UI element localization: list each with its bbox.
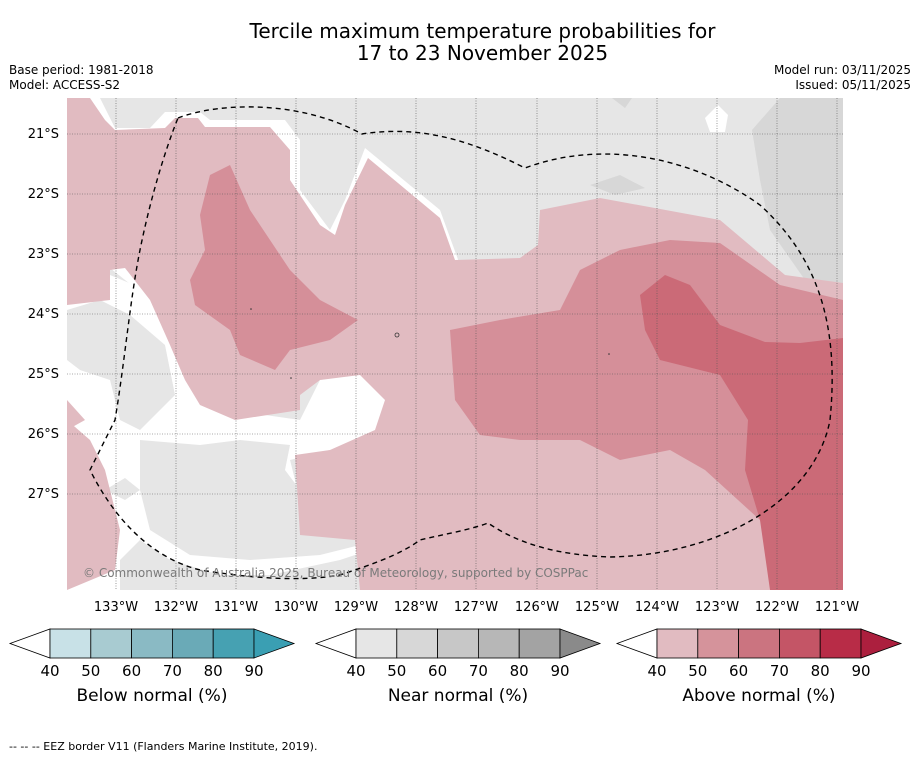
colorbar-extend-low: [615, 628, 658, 659]
map-layers: [67, 98, 843, 590]
near-normal-50-patch-mid: [590, 175, 645, 195]
probability-map: © Commonwealth of Australia 2025, Bureau…: [28, 98, 859, 615]
colorbar-segment: [437, 628, 479, 659]
colorbar-segment: [738, 628, 780, 659]
above-normal-60-region-east: [640, 275, 843, 590]
above-normal-40-region-sw: [67, 420, 120, 590]
lat-label: 23°S: [28, 247, 59, 262]
colorbar-title-below: Below normal (%): [76, 686, 228, 706]
colorbar-extend-low: [314, 628, 357, 659]
small-island-dot-1: [250, 308, 252, 310]
colorbar-segment: [656, 628, 699, 659]
colorbar-segment: [171, 628, 214, 659]
near-normal-islet-sw: [105, 478, 140, 500]
colorbar-title-near: Near normal (%): [387, 686, 529, 706]
lat-label: 27°S: [28, 487, 59, 502]
lon-label: 133°W: [94, 600, 138, 615]
colorbar-segment: [518, 628, 561, 659]
colorbar-tick: 90: [244, 662, 263, 680]
small-island-dot-2: [290, 377, 292, 379]
latitude-labels: 21°S 22°S 23°S 24°S 25°S 26°S 27°S: [28, 127, 59, 502]
base-period: Base period: 1981-2018: [9, 63, 154, 77]
model-run: Model run: 03/11/2025: [773, 63, 911, 77]
title-line-1: Tercile maximum temperature probabilitie…: [249, 19, 716, 43]
colorbar-tick: 50: [81, 662, 100, 680]
longitude-labels: 133°W 132°W 131°W 130°W 129°W 128°W 127°W 126°W…: [94, 600, 859, 615]
copyright-text: © Commonwealth of Australia 2025, Bureau…: [83, 566, 588, 580]
lon-label: 130°W: [274, 600, 318, 615]
colorbar-segment: [779, 628, 821, 659]
colorbar-segment: [819, 628, 862, 659]
above-normal-50-region-west: [190, 165, 358, 370]
lon-label: 124°W: [635, 600, 679, 615]
white-spot-northeast: [705, 105, 728, 132]
colorbar-tick: 70: [469, 662, 488, 680]
near-normal-island-west: [67, 300, 175, 430]
colorbar-tick: 70: [770, 662, 789, 680]
lat-label: 21°S: [28, 127, 59, 142]
lon-label: 126°W: [515, 600, 559, 615]
chart-title: Tercile maximum temperature probabilitie…: [0, 20, 919, 64]
colorbar-title-above: Above normal (%): [682, 686, 836, 706]
gridlines: [67, 98, 843, 590]
colorbar-tick: 40: [40, 662, 59, 680]
colorbar-tick: 80: [811, 662, 830, 680]
colorbar-segment: [212, 628, 255, 659]
colorbar-segment: [477, 628, 520, 659]
above-normal-50-region-east: [450, 240, 843, 590]
near-normal-50-patch-east: [752, 98, 843, 285]
colorbar-tick: 70: [163, 662, 182, 680]
colorbar-tick: 80: [510, 662, 529, 680]
lat-label: 26°S: [28, 427, 59, 442]
colorbar-tick: 60: [428, 662, 447, 680]
lon-label: 125°W: [575, 600, 619, 615]
lon-label: 132°W: [154, 600, 198, 615]
colorbar-tick: 90: [550, 662, 569, 680]
lat-label: 25°S: [28, 367, 59, 382]
lon-label: 127°W: [454, 600, 498, 615]
colorbar-segment: [396, 628, 438, 659]
colorbar-tick: 40: [346, 662, 365, 680]
colorbar-segment: [355, 628, 398, 659]
near-normal-50-patch-top: [612, 98, 632, 108]
lon-label: 121°W: [815, 600, 859, 615]
lon-label: 131°W: [214, 600, 258, 615]
lon-label: 123°W: [695, 600, 739, 615]
colorbar-tick: 60: [729, 662, 748, 680]
model-name: Model: ACCESS-S2: [9, 78, 121, 92]
colorbar-segment: [49, 628, 92, 659]
colorbar-tick: 90: [851, 662, 870, 680]
colorbar-tick: 80: [204, 662, 223, 680]
colorbar-extend-high: [559, 628, 602, 659]
colorbar-extend-high: [860, 628, 903, 659]
colorbar-segment: [697, 628, 739, 659]
footer-eez-note: -- -- -- EEZ border V11 (Flanders Marine…: [9, 740, 318, 753]
above-normal-40-region-sw-edge: [67, 400, 85, 430]
lat-label: 22°S: [28, 187, 59, 202]
lon-label: 128°W: [394, 600, 438, 615]
colorbar-tick: 50: [387, 662, 406, 680]
colorbar-segment: [90, 628, 133, 659]
colorbar-tick: 60: [122, 662, 141, 680]
eez-border: [89, 106, 833, 580]
issued-date: Issued: 05/11/2025: [795, 78, 911, 92]
colorbar-segment: [131, 628, 173, 659]
title-line-2: 17 to 23 November 2025: [356, 41, 609, 65]
meta-left: Base period: 1981-2018 Model: ACCESS-S2: [9, 63, 154, 93]
small-island-dot-3: [608, 353, 610, 355]
colorbar-extend-high: [253, 628, 296, 659]
lat-label: 24°S: [28, 307, 59, 322]
small-island-mark: [394, 332, 400, 338]
colorbar-extend-low: [8, 628, 51, 659]
lon-label: 122°W: [755, 600, 799, 615]
meta-right: Model run: 03/11/2025 Issued: 05/11/2025: [774, 63, 911, 93]
colorbar-tick: 40: [647, 662, 666, 680]
lon-label: 129°W: [334, 600, 378, 615]
colorbar-tick: 50: [688, 662, 707, 680]
